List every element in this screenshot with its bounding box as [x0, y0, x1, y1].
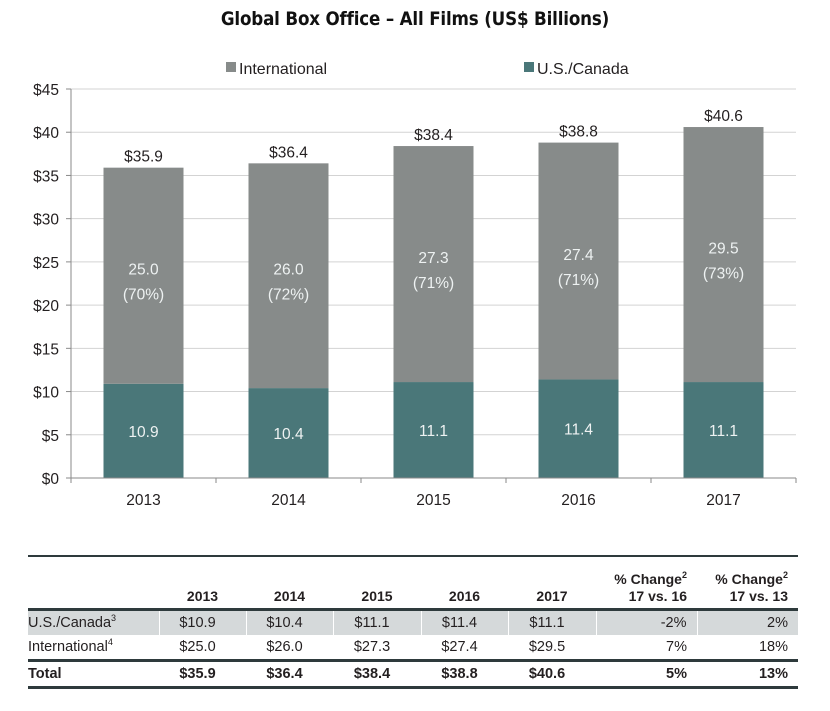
legend-label-international: International: [239, 61, 327, 78]
table-header-row: 2013 2014 2015 2016 2017 % Change2 17 vs…: [28, 558, 798, 610]
y-tick-label: $30: [33, 212, 59, 229]
bar-total-label: $40.6: [704, 108, 743, 125]
table-cell: $38.8: [421, 659, 508, 689]
legend-swatch-us-canada: [524, 62, 534, 72]
y-tick-label: $45: [33, 82, 59, 99]
x-tick-label: 2017: [706, 492, 740, 509]
chart-title: Global Box Office – All Films (US$ Billi…: [220, 8, 610, 30]
table-cell-change: 18%: [758, 639, 788, 655]
bar-label-us-canada: 10.4: [273, 426, 304, 443]
bar-us-canada: [248, 388, 329, 478]
y-tick-label: $40: [33, 125, 59, 142]
table-cell-change: 7%: [666, 639, 687, 655]
header-year: 2015: [361, 588, 393, 604]
bar-label-international-share: (71%): [558, 272, 599, 289]
header-year: 2017: [536, 588, 568, 604]
header-year: 2016: [448, 588, 481, 604]
table-cell-change: 5%: [596, 659, 697, 689]
bar-label-international: 27.3: [418, 250, 448, 267]
axes: $0 $5 $10 $15 $20 $25 $30 $35 $40 $45: [33, 82, 797, 488]
bars: [103, 127, 764, 478]
table-cell: $40.6: [508, 659, 596, 689]
labels: 10.9 25.0 (70%) $35.9 2013 10.4 26.0 (72%) $36.4…: [123, 108, 744, 509]
table-row-international: International4 $25.0 $26.0 $27.3 $27.4 $…: [28, 635, 798, 661]
legend-swatch-international: [226, 62, 236, 72]
bar-label-international-share: (72%): [268, 287, 309, 304]
bar-label-international-share: (70%): [123, 287, 164, 304]
table-cell: $38.4: [333, 659, 421, 689]
bar-label-international: 29.5: [708, 241, 738, 258]
bar-total-label: $38.4: [414, 127, 453, 144]
y-tick-label: $5: [42, 428, 59, 445]
header-year: 2013: [186, 588, 219, 604]
bar-label-international-share: (73%): [703, 266, 744, 283]
table-cell-change: -2%: [595, 608, 697, 635]
bar-label-us-canada: 11.1: [709, 423, 738, 440]
bar-total-label: $38.8: [559, 124, 598, 141]
y-tick-label: $0: [42, 471, 60, 488]
legend: International U.S./Canada: [226, 61, 629, 78]
y-tick-label: $20: [33, 298, 59, 315]
y-tick-label: $25: [33, 255, 59, 272]
table-cell: $29.5: [528, 639, 566, 655]
bar-international: [538, 142, 619, 380]
bar-label-us-canada: 11.4: [564, 422, 593, 439]
table-cell: $26.0: [266, 639, 303, 655]
row-label: Total: [28, 659, 159, 689]
bar-international: [683, 127, 764, 383]
x-tick-label: 2015: [416, 492, 450, 509]
table-cell-change: 2%: [696, 608, 798, 635]
table-cell: $27.3: [353, 639, 391, 655]
bar-us-canada: [103, 383, 184, 478]
table-cell: $11.4: [420, 608, 508, 635]
table-cell: $10.9: [158, 608, 246, 635]
bar-us-canada: [538, 379, 619, 478]
x-tick-label: 2014: [271, 492, 306, 509]
table-cell: $11.1: [332, 608, 421, 635]
y-tick-label: $15: [33, 341, 59, 358]
bar-international: [393, 146, 474, 383]
header-change-17-vs-16: % Change2 17 vs. 16: [614, 570, 687, 605]
bar-label-international: 25.0: [128, 262, 159, 279]
bar-label-us-canada: 10.9: [128, 424, 158, 441]
table-row-total: Total $35.9 $36.4 $38.4 $38.8 $40.6 5% 1…: [28, 659, 798, 689]
header-change-17-vs-13: % Change2 17 vs. 13: [715, 570, 788, 605]
table-cell: $35.9: [159, 659, 246, 689]
legend-label-us-canada: U.S./Canada: [537, 61, 629, 78]
row-label: International4: [28, 637, 113, 656]
row-label: U.S./Canada3: [28, 608, 159, 635]
y-tick-label: $10: [33, 385, 59, 402]
bar-total-label: $36.4: [269, 144, 308, 161]
box-office-table: 2013 2014 2015 2016 2017 % Change2 17 vs…: [28, 555, 798, 689]
table-cell: $10.4: [245, 608, 333, 635]
table-cell: $36.4: [246, 659, 333, 689]
table-cell: $27.4: [441, 639, 478, 655]
table-cell: $25.0: [179, 639, 216, 655]
x-tick-label: 2016: [561, 492, 595, 509]
bar-label-international-share: (71%): [413, 275, 454, 292]
bar-label-us-canada: 11.1: [419, 423, 448, 440]
bar-us-canada: [683, 382, 764, 478]
table-row-us-canada: U.S./Canada3 $10.9 $10.4 $11.1 $11.4 $11…: [28, 608, 798, 635]
bar-international: [248, 163, 329, 389]
y-tick-label: $35: [33, 168, 59, 185]
header-year: 2014: [273, 588, 306, 604]
stacked-bar-chart: $0 $5 $10 $15 $20 $25 $30 $35 $40 $45 10.9 25.0 (70…: [33, 61, 797, 509]
bar-label-international: 27.4: [563, 247, 594, 264]
bar-international: [103, 167, 184, 384]
table-cell-change: 13%: [697, 659, 798, 689]
bar-label-international: 26.0: [273, 262, 304, 279]
x-tick-label: 2013: [126, 492, 160, 509]
bar-total-label: $35.9: [124, 149, 163, 166]
table-cell: $11.1: [507, 608, 596, 635]
bar-us-canada: [393, 382, 474, 478]
header-blank: [28, 558, 159, 610]
